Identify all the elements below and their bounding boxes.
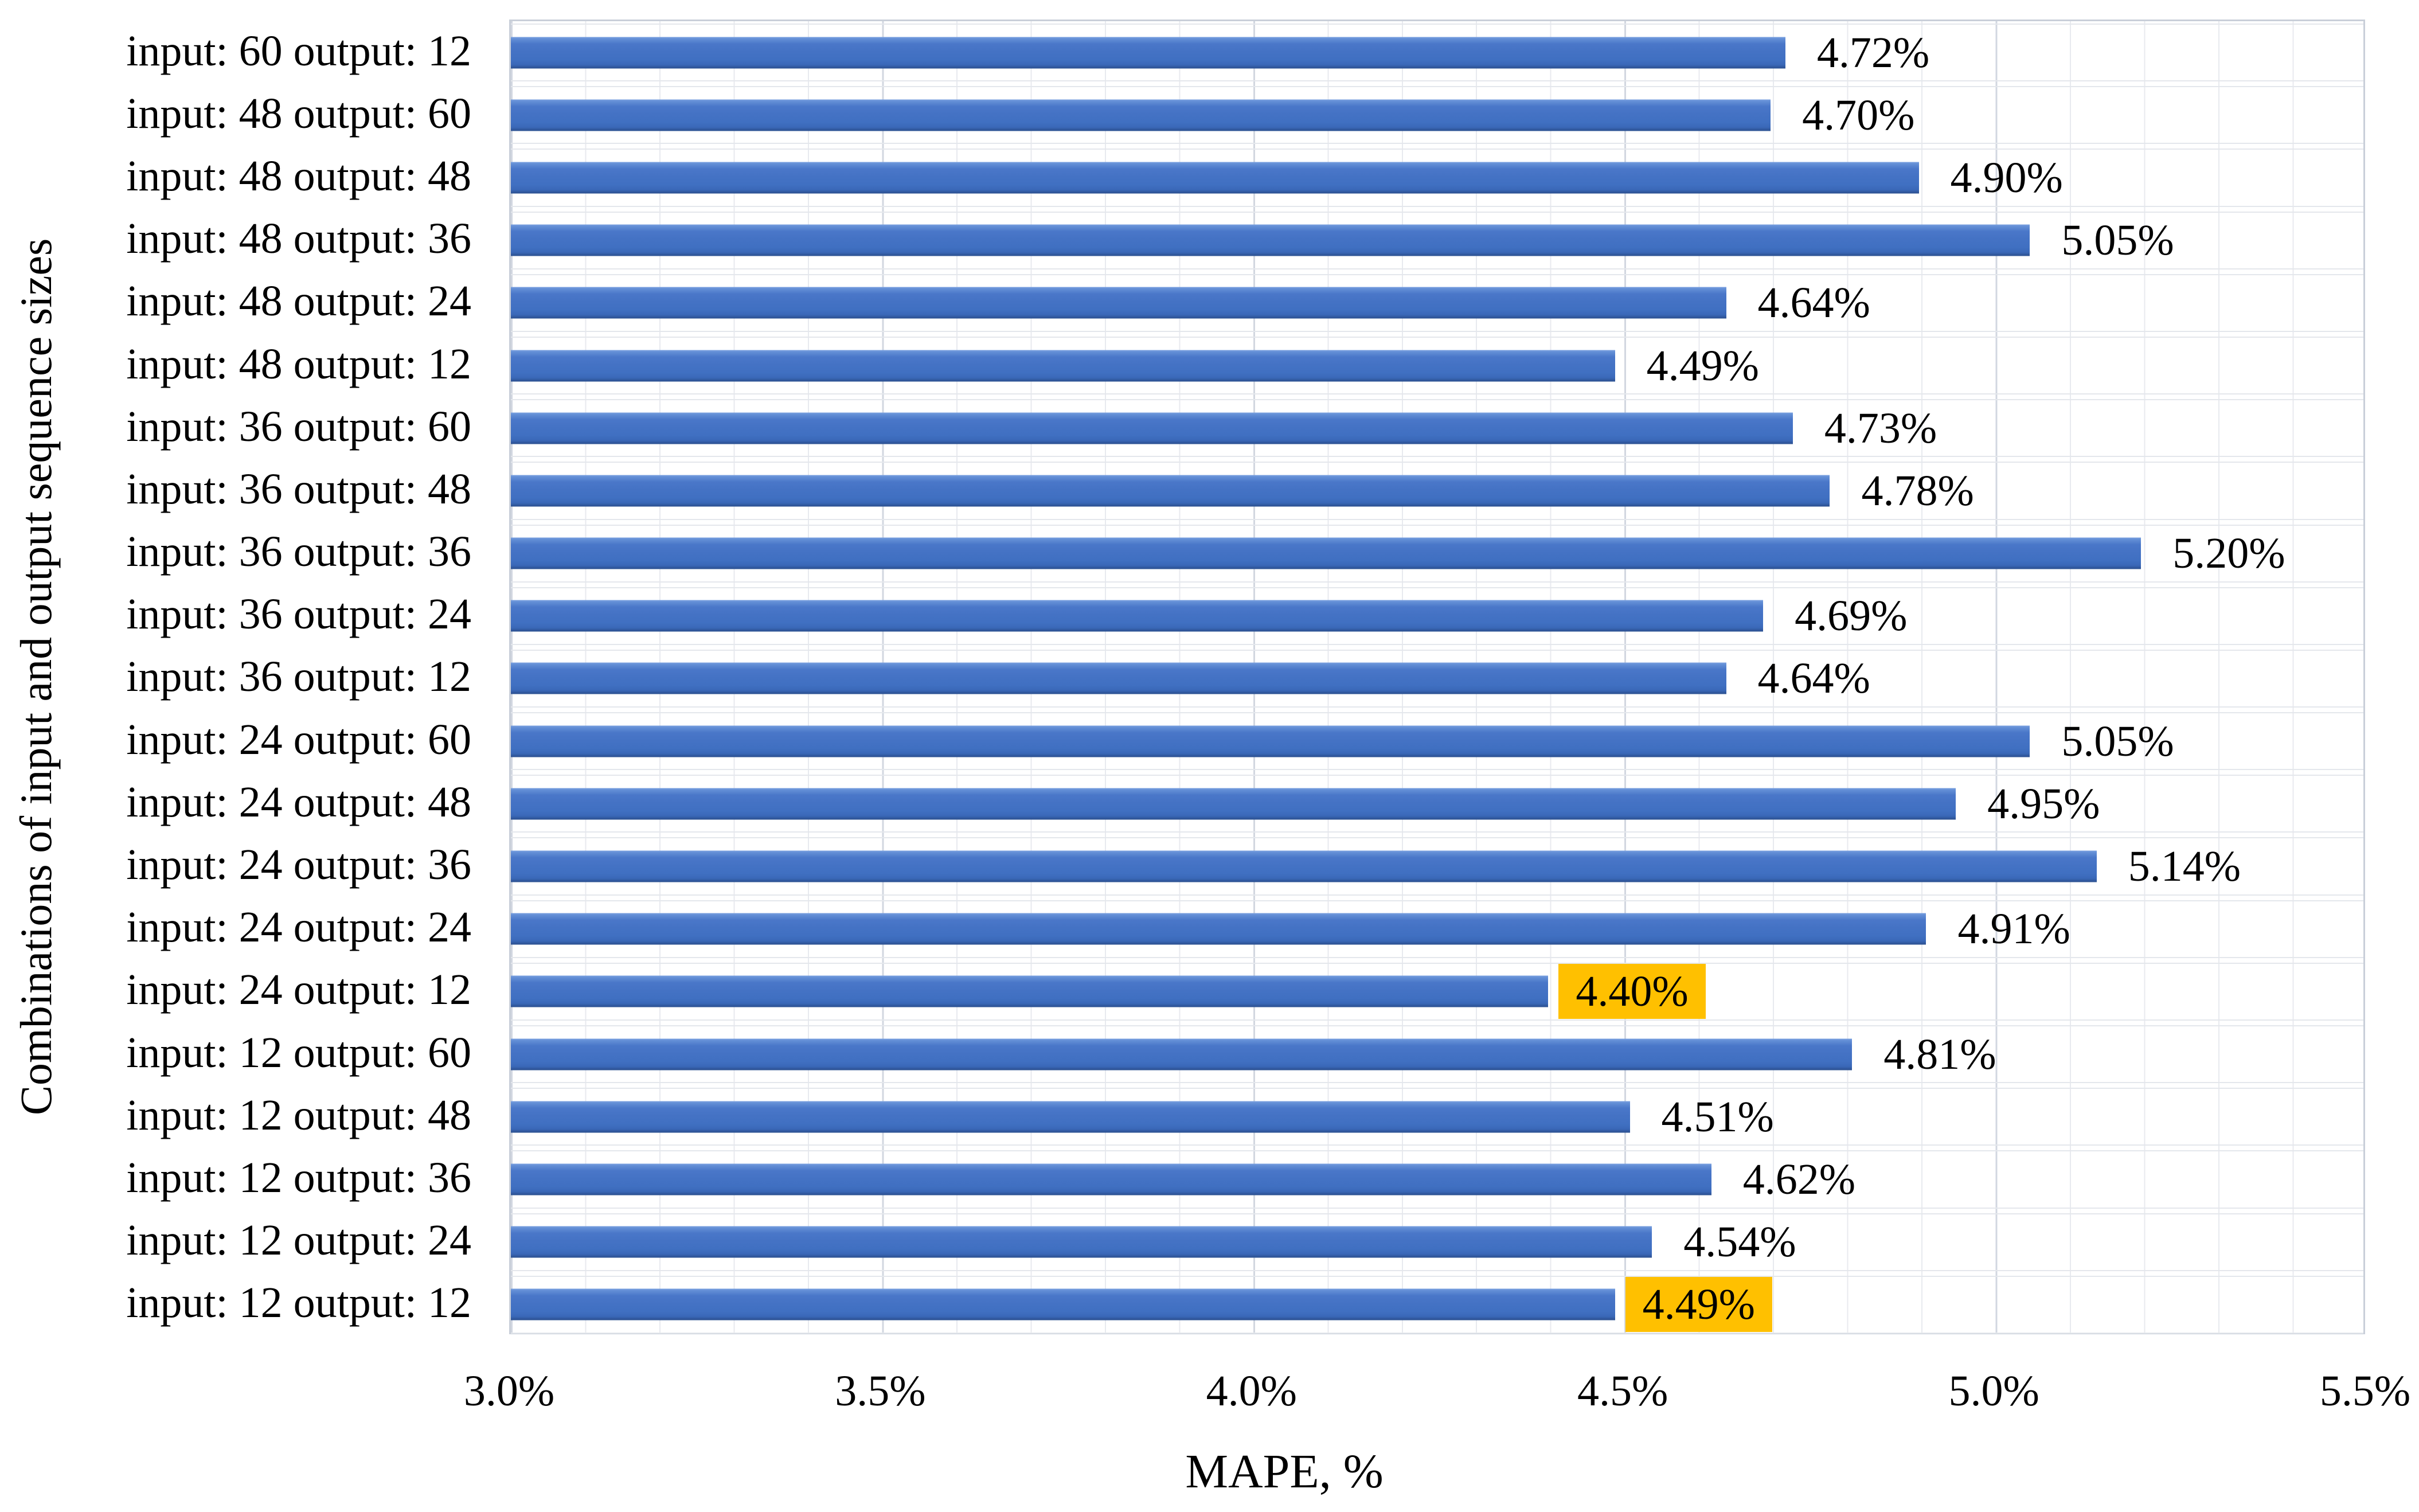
bar-row: 4.64% [511,647,2363,710]
bar [511,850,2097,882]
category-label: input: 24 output: 60 [126,715,471,764]
bar-value-label-highlighted: 4.49% [1625,1277,1772,1333]
bar-row: 4.69% [511,585,2363,647]
category-label: input: 48 output: 48 [126,151,471,200]
category-label: input: 12 output: 12 [126,1279,471,1327]
bar-value-label: 4.51% [1661,1092,1774,1141]
bar-row: 4.95% [511,772,2363,835]
bar [511,913,1926,945]
category-label: input: 36 output: 36 [126,528,471,576]
bar-row: 4.72% [511,21,2363,84]
bar-value-label: 4.95% [1987,779,2100,828]
category-label: input: 24 output: 48 [126,778,471,826]
bar-value-label-highlighted: 4.40% [1558,964,1706,1019]
x-axis-tick-labels: 3.0% 3.5% 4.0% 4.5% 5.0% 5.5% [464,1367,2410,1421]
bar-value-label: 4.90% [1950,153,2063,202]
bar-row: 4.49% [511,334,2363,397]
x-tick-label: 5.0% [1948,1367,2039,1415]
bar [511,725,2030,757]
bar-value-label: 4.54% [1683,1218,1796,1267]
category-label: input: 12 output: 60 [126,1028,471,1077]
category-label: input: 24 output: 12 [126,966,471,1014]
category-label: input: 36 output: 48 [126,464,471,513]
category-label: input: 36 output: 24 [126,590,471,639]
x-axis-title: MAPE, % [1185,1445,1384,1498]
bar [511,287,1726,319]
x-tick-label: 4.5% [1577,1367,1668,1415]
bar-value-label: 4.72% [1816,28,1930,77]
bar [511,1226,1652,1258]
bar [511,475,1830,507]
category-label: input: 12 output: 48 [126,1091,471,1139]
bar [511,975,1549,1007]
bar-value-label: 4.78% [1861,466,1974,515]
bar [511,1101,1630,1133]
bar [511,412,1793,444]
x-tick-label: 3.5% [835,1367,926,1415]
bar-row: 5.05% [511,710,2363,772]
category-label: input: 48 output: 36 [126,214,471,263]
bar [511,662,1726,694]
category-label: input: 24 output: 24 [126,903,471,952]
bar-row: 4.49% [511,1273,2363,1336]
bar-value-label: 4.64% [1757,279,1870,327]
category-label: input: 24 output: 36 [126,841,471,889]
bar-value-label: 4.81% [1883,1030,1996,1079]
x-tick-label: 3.0% [463,1367,555,1415]
bar-value-label: 5.05% [2061,216,2174,265]
bar-row: 4.81% [511,1023,2363,1085]
bar-row: 4.54% [511,1211,2363,1273]
bar [511,37,1785,69]
bar-row: 5.14% [511,835,2363,897]
category-label: input: 36 output: 12 [126,653,471,701]
bar-value-label: 4.69% [1795,592,1908,640]
bar [511,1163,1711,1195]
category-label: input: 60 output: 12 [126,26,471,75]
bar-value-label: 4.70% [1802,91,1915,139]
plot-area: 4.72% 4.70% 4.90% 5.05% 4.64% 4.49% 4.73% 4.78%… [509,19,2365,1334]
bar [511,788,1956,820]
bar-value-label: 4.49% [1646,341,1759,390]
bar-row: 4.73% [511,397,2363,459]
bar [511,224,2030,256]
bar-value-label: 5.20% [2172,529,2285,578]
bar-value-label: 4.73% [1824,404,1937,452]
bar-row: 4.40% [511,960,2363,1023]
category-label: input: 48 output: 12 [126,339,471,388]
bar [511,1038,1853,1070]
bar-row: 4.70% [511,84,2363,146]
bar-row: 4.90% [511,146,2363,209]
bar-row: 4.64% [511,272,2363,334]
bar-row: 4.51% [511,1085,2363,1148]
bar [511,350,1615,382]
bar [511,99,1771,131]
bar-value-label: 4.64% [1757,654,1870,703]
bar-value-label: 5.05% [2061,717,2174,765]
bar [511,1288,1615,1320]
bar [511,600,1764,632]
category-label: input: 48 output: 60 [126,89,471,138]
x-tick-label: 5.5% [2319,1367,2411,1415]
category-label: input: 48 output: 24 [126,277,471,326]
category-axis-labels: input: 60 output: 12 input: 48 output: 60… [0,19,509,1334]
bar-value-label: 4.62% [1742,1155,1855,1204]
x-tick-label: 4.0% [1206,1367,1297,1415]
bar [511,537,2141,569]
bar-row: 4.91% [511,898,2363,960]
category-label: input: 36 output: 60 [126,402,471,451]
bar-value-label: 4.91% [1957,905,2070,954]
category-label: input: 12 output: 36 [126,1153,471,1202]
bar-row: 5.05% [511,209,2363,272]
bar-row: 5.20% [511,522,2363,585]
bar-value-label: 5.14% [2128,842,2241,891]
bar-row: 4.62% [511,1148,2363,1210]
category-label: input: 12 output: 24 [126,1216,471,1265]
bar [511,162,1919,194]
bar-row: 4.78% [511,459,2363,522]
